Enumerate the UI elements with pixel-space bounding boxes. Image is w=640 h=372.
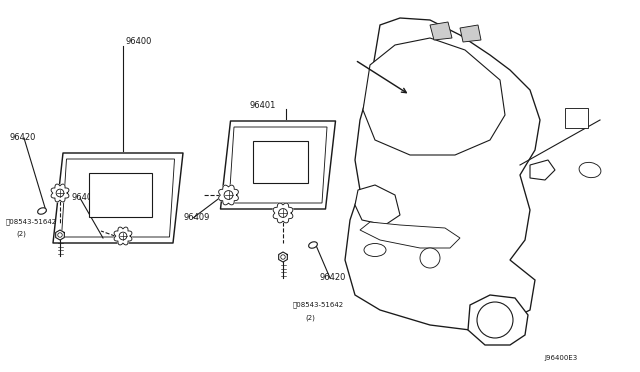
Circle shape bbox=[224, 190, 233, 199]
Ellipse shape bbox=[308, 242, 317, 248]
Circle shape bbox=[58, 233, 62, 237]
Polygon shape bbox=[229, 127, 327, 203]
Polygon shape bbox=[221, 121, 335, 209]
Polygon shape bbox=[273, 203, 293, 223]
Polygon shape bbox=[363, 38, 505, 155]
Polygon shape bbox=[90, 173, 152, 217]
Polygon shape bbox=[530, 160, 555, 180]
Polygon shape bbox=[468, 295, 528, 345]
Text: 96409: 96409 bbox=[183, 212, 209, 221]
Polygon shape bbox=[51, 184, 69, 202]
Text: Ⓝ08543-51642: Ⓝ08543-51642 bbox=[6, 219, 57, 225]
Text: 96409: 96409 bbox=[72, 193, 99, 202]
Circle shape bbox=[477, 302, 513, 338]
Ellipse shape bbox=[38, 208, 46, 214]
Polygon shape bbox=[355, 185, 400, 225]
Text: (2): (2) bbox=[16, 231, 26, 237]
Polygon shape bbox=[360, 222, 460, 248]
Text: 96401: 96401 bbox=[250, 100, 276, 109]
Text: 96420: 96420 bbox=[10, 132, 36, 141]
Polygon shape bbox=[53, 153, 183, 243]
Text: J96400E3: J96400E3 bbox=[545, 355, 578, 361]
Circle shape bbox=[56, 189, 64, 197]
Polygon shape bbox=[278, 252, 287, 262]
Circle shape bbox=[278, 209, 287, 217]
Ellipse shape bbox=[364, 244, 386, 257]
Polygon shape bbox=[253, 141, 308, 183]
Polygon shape bbox=[565, 108, 588, 128]
Polygon shape bbox=[61, 159, 175, 237]
Polygon shape bbox=[219, 185, 238, 205]
Polygon shape bbox=[460, 25, 481, 42]
Polygon shape bbox=[56, 230, 65, 240]
Circle shape bbox=[420, 248, 440, 268]
Text: (2): (2) bbox=[305, 315, 315, 321]
Circle shape bbox=[119, 232, 127, 240]
Text: Ⓝ08543-51642: Ⓝ08543-51642 bbox=[293, 302, 344, 308]
Text: 96400: 96400 bbox=[126, 38, 152, 46]
Polygon shape bbox=[114, 227, 132, 245]
Polygon shape bbox=[345, 18, 540, 330]
Circle shape bbox=[281, 255, 285, 259]
Text: 96420: 96420 bbox=[320, 273, 346, 282]
Polygon shape bbox=[430, 22, 452, 40]
Ellipse shape bbox=[579, 162, 601, 177]
